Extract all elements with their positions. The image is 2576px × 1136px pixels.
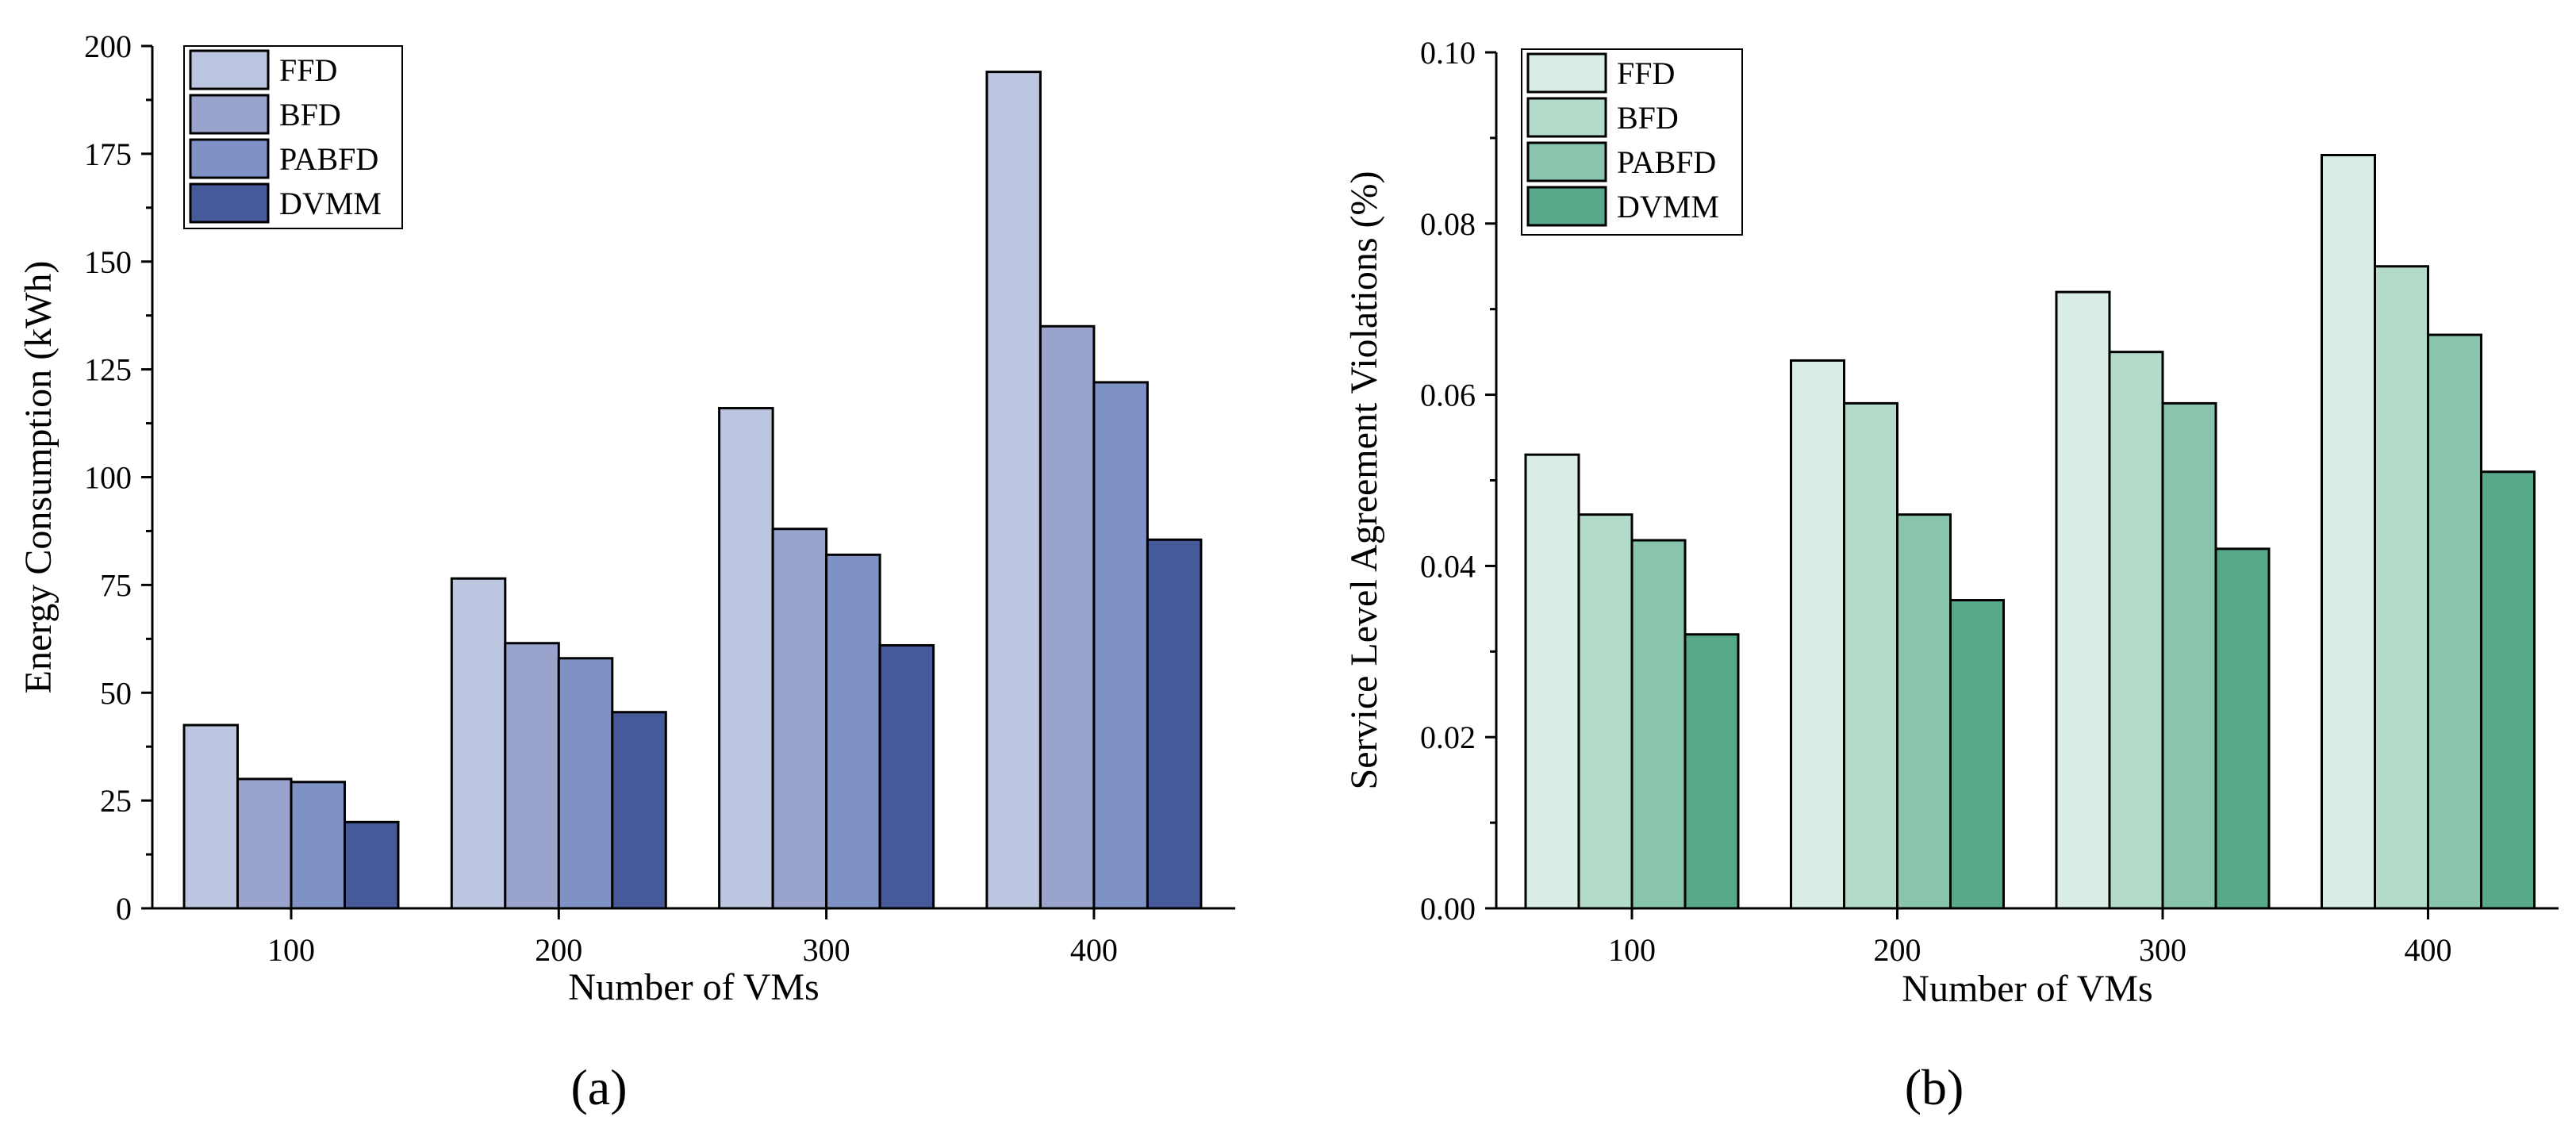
chart-a-energy-consumption: 0 25 50 75 100 125 150 175 200 100 200 300 400 Number… — [17, 29, 1235, 1115]
bar-bfd-300 — [771, 528, 828, 910]
y-tick-label: 50 — [100, 675, 132, 711]
x-tick-label-300: 300 — [803, 932, 850, 968]
x-tick-label-100: 100 — [267, 932, 315, 968]
y-axis-label: Service Level Agreement Violations (%) — [1343, 171, 1385, 790]
bar-bfd-400 — [1038, 324, 1096, 910]
bar-bfd-200 — [504, 642, 560, 910]
bar-pabfd-300 — [825, 553, 881, 910]
legend-swatch-bfd — [1526, 97, 1607, 138]
y-tick-label: 0.06 — [1420, 378, 1476, 413]
y-tick-label: 0.10 — [1420, 35, 1476, 71]
bar-dvmm-100 — [1683, 633, 1740, 910]
bar-pabfd-200 — [1896, 513, 1952, 910]
bar-pabfd-400 — [2427, 333, 2482, 910]
y-tick-label: 175 — [84, 136, 132, 172]
legend-swatch-bfd — [189, 94, 270, 135]
bar-pabfd-200 — [557, 657, 614, 910]
legend-label-pabfd: PABFD — [279, 141, 378, 177]
bar-dvmm-400 — [2480, 470, 2536, 910]
bar-ffd-300 — [718, 407, 774, 910]
bar-bfd-400 — [2374, 265, 2429, 910]
bar-pabfd-100 — [1630, 539, 1687, 910]
legend-swatch-dvmm — [189, 182, 270, 224]
bar-bfd-300 — [2108, 351, 2164, 910]
y-tick-label: 200 — [84, 29, 132, 64]
legend-label-bfd: BFD — [1617, 100, 1679, 136]
x-tick-label-300: 300 — [2139, 932, 2186, 968]
legend-swatch-pabfd — [189, 138, 270, 179]
x-axis-label: Number of VMs — [1902, 968, 2152, 1010]
legend-swatch-pabfd — [1526, 141, 1607, 182]
bar-dvmm-300 — [2214, 547, 2271, 910]
x-tick-label-100: 100 — [1608, 932, 1656, 968]
bar-dvmm-200 — [611, 711, 667, 910]
bar-dvmm-100 — [344, 820, 400, 910]
y-tick-label: 0.00 — [1420, 891, 1476, 927]
y-tick-label: 0.02 — [1420, 720, 1476, 755]
legend-label-ffd: FFD — [279, 52, 337, 88]
panel-label: (a) — [570, 1059, 627, 1115]
x-tick-label-200: 200 — [1874, 932, 1921, 968]
bar-ffd-200 — [450, 577, 507, 910]
y-tick-label: 0.08 — [1420, 206, 1476, 242]
y-tick-label: 100 — [84, 460, 132, 496]
bar-dvmm-200 — [1949, 599, 2005, 910]
legend-swatch-ffd — [1526, 52, 1607, 94]
bar-ffd-200 — [1790, 359, 1845, 910]
y-tick-label: 75 — [100, 567, 132, 603]
x-tick-label-400: 400 — [2405, 932, 2452, 968]
bar-ffd-300 — [2055, 290, 2111, 910]
bar-dvmm-400 — [1146, 538, 1203, 910]
x-tick-label-400: 400 — [1070, 932, 1118, 968]
x-axis-label: Number of VMs — [568, 966, 819, 1008]
y-tick-label: 0.04 — [1420, 548, 1476, 584]
panel-label: (b) — [1905, 1059, 1964, 1115]
bar-ffd-400 — [985, 71, 1042, 910]
legend-label-dvmm: DVMM — [279, 186, 382, 221]
bar-dvmm-300 — [878, 643, 935, 910]
legend-label-dvmm: DVMM — [1617, 189, 1719, 225]
y-tick-label: 125 — [84, 352, 132, 388]
bar-ffd-100 — [182, 723, 239, 910]
legend-label-ffd: FFD — [1617, 56, 1675, 91]
bar-pabfd-300 — [2161, 401, 2217, 910]
legend-swatch-ffd — [189, 49, 270, 90]
chart-b-sla-violations: 0.00 0.02 0.04 0.06 0.08 0.10 100 200 300 400 Numb… — [1343, 35, 2559, 1115]
bar-pabfd-400 — [1092, 381, 1149, 910]
y-tick-label: 150 — [84, 244, 132, 280]
bar-ffd-400 — [2321, 153, 2376, 910]
legend-label-pabfd: PABFD — [1617, 144, 1716, 180]
x-tick-label-200: 200 — [535, 932, 582, 968]
legend-swatch-dvmm — [1526, 186, 1607, 227]
bar-bfd-100 — [1577, 513, 1634, 910]
legend-label-bfd: BFD — [279, 97, 341, 132]
y-tick-label: 0 — [116, 891, 132, 927]
y-tick-label: 25 — [100, 783, 132, 819]
bar-ffd-100 — [1524, 453, 1580, 910]
y-axis-label: Energy Consumption (kWh) — [17, 261, 60, 694]
bar-bfd-200 — [1843, 401, 1898, 910]
bar-pabfd-100 — [290, 781, 346, 910]
bar-bfd-100 — [236, 777, 293, 910]
